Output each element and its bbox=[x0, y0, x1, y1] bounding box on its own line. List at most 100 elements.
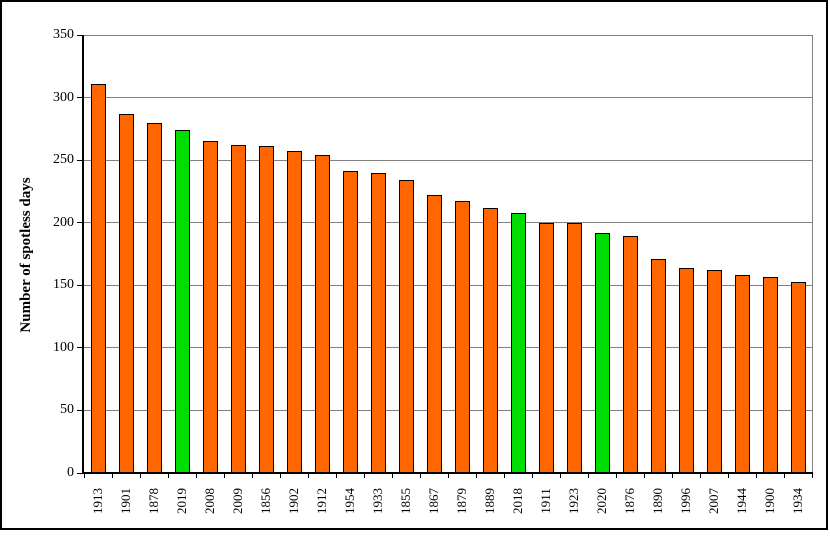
gridline-300 bbox=[84, 97, 812, 99]
x-tick-label-1934: 1934 bbox=[790, 488, 805, 514]
bar-1890 bbox=[650, 259, 666, 473]
bar-2007 bbox=[706, 270, 722, 473]
x-tick-13 bbox=[448, 474, 449, 478]
x-tick-label-1900: 1900 bbox=[762, 488, 777, 514]
x-tick-label-1912: 1912 bbox=[314, 488, 329, 514]
x-tick-label-1901: 1901 bbox=[118, 488, 133, 514]
x-tick-label-1933: 1933 bbox=[370, 488, 385, 514]
x-tick-label-1889: 1889 bbox=[482, 488, 497, 514]
y-tick-50 bbox=[77, 409, 82, 411]
bar-1878 bbox=[146, 122, 162, 473]
gridline-200 bbox=[84, 222, 812, 224]
x-tick-14 bbox=[476, 474, 477, 478]
y-tick-label-350: 350 bbox=[53, 27, 74, 42]
x-tick-11 bbox=[392, 474, 393, 478]
x-tick-label-2007: 2007 bbox=[706, 488, 721, 514]
x-tick-10 bbox=[364, 474, 365, 478]
x-tick-label-2018: 2018 bbox=[510, 488, 525, 514]
x-axis-line bbox=[82, 472, 813, 474]
x-tick-label-1996: 1996 bbox=[678, 488, 693, 514]
y-tick-label-0: 0 bbox=[67, 465, 74, 480]
bar-2019 bbox=[174, 130, 190, 473]
x-tick-8 bbox=[308, 474, 309, 478]
bar-1911 bbox=[538, 222, 554, 473]
gridline-350 bbox=[84, 34, 812, 36]
x-tick-label-1890: 1890 bbox=[650, 488, 665, 514]
x-tick-18 bbox=[588, 474, 589, 478]
x-tick-12 bbox=[420, 474, 421, 478]
x-tick-5 bbox=[224, 474, 225, 478]
x-tick-22 bbox=[700, 474, 701, 478]
x-tick-23 bbox=[728, 474, 729, 478]
x-tick-label-1879: 1879 bbox=[454, 488, 469, 514]
x-tick-24 bbox=[756, 474, 757, 478]
bar-1923 bbox=[566, 222, 582, 473]
bar-1954 bbox=[342, 171, 358, 473]
x-tick-label-2008: 2008 bbox=[202, 488, 217, 514]
bar-2008 bbox=[202, 141, 218, 473]
gridline-150 bbox=[84, 284, 812, 286]
x-tick-2 bbox=[140, 474, 141, 478]
y-tick-label-300: 300 bbox=[53, 89, 74, 105]
x-tick-15 bbox=[504, 474, 505, 478]
x-tick-label-2020: 2020 bbox=[594, 488, 609, 514]
x-tick-label-2019: 2019 bbox=[174, 488, 189, 514]
bar-1996 bbox=[678, 267, 694, 473]
gridline-250 bbox=[84, 159, 812, 161]
y-tick-label-200: 200 bbox=[53, 214, 74, 230]
x-tick-25 bbox=[784, 474, 785, 478]
bar-2020 bbox=[594, 232, 610, 473]
bar-1912 bbox=[314, 155, 330, 473]
x-tick-20 bbox=[644, 474, 645, 478]
y-tick-label-150: 150 bbox=[53, 277, 74, 293]
x-tick-label-1902: 1902 bbox=[286, 488, 301, 514]
bar-1889 bbox=[482, 207, 498, 473]
x-tick-4 bbox=[196, 474, 197, 478]
bar-1934 bbox=[790, 281, 806, 473]
x-tick-label-1878: 1878 bbox=[146, 488, 161, 514]
bar-1902 bbox=[286, 151, 302, 473]
gridline-50 bbox=[84, 409, 812, 411]
y-axis-line bbox=[82, 35, 84, 474]
y-tick-250 bbox=[77, 159, 82, 161]
x-tick-label-1954: 1954 bbox=[342, 488, 357, 514]
y-tick-label-50: 50 bbox=[60, 402, 74, 418]
x-tick-0 bbox=[84, 474, 85, 478]
x-tick-label-1944: 1944 bbox=[734, 488, 749, 514]
x-tick-1 bbox=[112, 474, 113, 478]
bar-1867 bbox=[426, 195, 442, 473]
x-tick-label-1876: 1876 bbox=[622, 488, 637, 514]
bar-1876 bbox=[622, 236, 638, 473]
x-tick-label-1867: 1867 bbox=[426, 488, 441, 514]
x-tick-label-1855: 1855 bbox=[398, 488, 413, 514]
y-tick-150 bbox=[77, 284, 82, 286]
x-tick-label-1911: 1911 bbox=[538, 488, 553, 514]
bar-1901 bbox=[118, 113, 134, 473]
x-tick-16 bbox=[532, 474, 533, 478]
y-tick-0 bbox=[77, 472, 82, 474]
y-tick-label-100: 100 bbox=[53, 339, 74, 355]
x-tick-3 bbox=[168, 474, 169, 478]
x-tick-21 bbox=[672, 474, 673, 478]
x-tick-label-1913: 1913 bbox=[90, 488, 105, 514]
bar-1879 bbox=[454, 201, 470, 473]
y-tick-300 bbox=[77, 97, 82, 99]
bar-1913 bbox=[90, 83, 106, 473]
bar-1933 bbox=[370, 172, 386, 473]
x-tick-label-1856: 1856 bbox=[258, 488, 273, 514]
y-tick-200 bbox=[77, 222, 82, 224]
x-tick-7 bbox=[280, 474, 281, 478]
bar-2018 bbox=[510, 212, 526, 473]
bar-2009 bbox=[230, 145, 246, 473]
x-tick-26 bbox=[812, 474, 813, 478]
bar-1900 bbox=[762, 276, 778, 473]
bar-1856 bbox=[258, 146, 274, 473]
x-tick-6 bbox=[252, 474, 253, 478]
y-tick-label-250: 250 bbox=[53, 152, 74, 168]
bar-1944 bbox=[734, 275, 750, 473]
bar-1855 bbox=[398, 180, 414, 473]
y-tick-100 bbox=[77, 347, 82, 349]
